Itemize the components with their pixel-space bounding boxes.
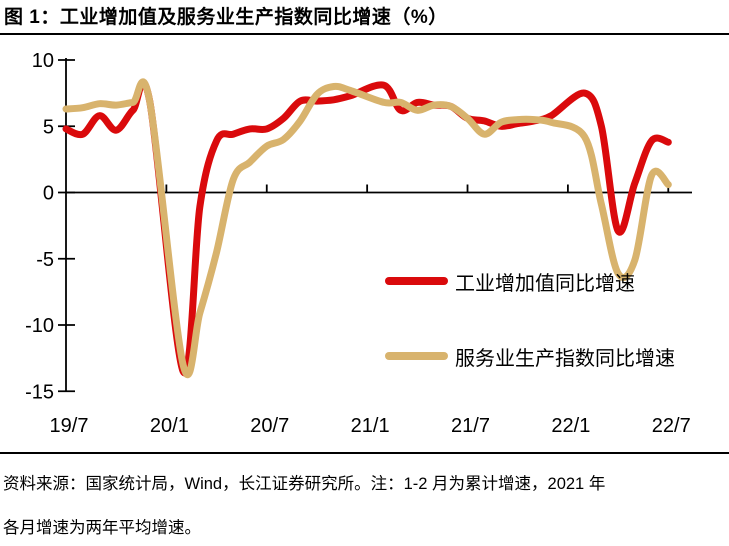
source-note: 资料来源：国家统计局，Wind，长江证券研究所。注：1-2 月为累计增速，202…	[3, 462, 725, 546]
footer-divider-line	[0, 452, 729, 454]
x-tick-label: 22/1	[551, 415, 590, 437]
figure-title: 图 1：工业增加值及服务业生产指数同比增速（%）	[4, 7, 448, 28]
source-note-line-2: 各月增速为两年平均增速。	[3, 519, 201, 537]
x-axis-tick-labels: 19/7 20/1 20/7 21/1 21/7 22/1 22/7	[50, 415, 691, 437]
x-tick-label: 20/7	[250, 415, 289, 437]
x-tick-label: 20/1	[150, 415, 189, 437]
legend-item-industrial: 工业增加值同比增速	[385, 270, 635, 295]
services-series-line	[62, 78, 672, 379]
x-tick-label: 19/7	[50, 415, 89, 437]
x-tick-label: 21/7	[451, 415, 490, 437]
source-note-line-1: 资料来源：国家统计局，Wind，长江证券研究所。注：1-2 月为累计增速，202…	[3, 475, 606, 493]
title-divider-line	[0, 33, 729, 35]
line-chart: 10 5 0 -5 -10 -15 19/7 20/1 20/7 21/1 21…	[25, 50, 692, 437]
x-tick-label: 21/1	[351, 415, 390, 437]
x-tick-label: 22/7	[652, 415, 691, 437]
y-tick-label: 10	[32, 50, 54, 72]
services-series-swatch	[385, 352, 448, 360]
y-tick-label: -5	[36, 249, 54, 271]
legend-item-services: 服务业生产指数同比增速	[385, 345, 675, 370]
y-axis-tick-labels: 10 5 0 -5 -10 -15	[25, 50, 54, 403]
y-tick-label: -10	[25, 315, 54, 337]
industrial-series-swatch	[385, 277, 448, 285]
chart-axes	[58, 58, 692, 393]
y-tick-label: -15	[25, 381, 54, 403]
y-tick-label: 0	[43, 183, 54, 205]
legend-label-industrial: 工业增加值同比增速	[455, 272, 635, 295]
legend-label-services: 服务业生产指数同比增速	[455, 347, 675, 370]
y-tick-label: 5	[43, 116, 54, 138]
